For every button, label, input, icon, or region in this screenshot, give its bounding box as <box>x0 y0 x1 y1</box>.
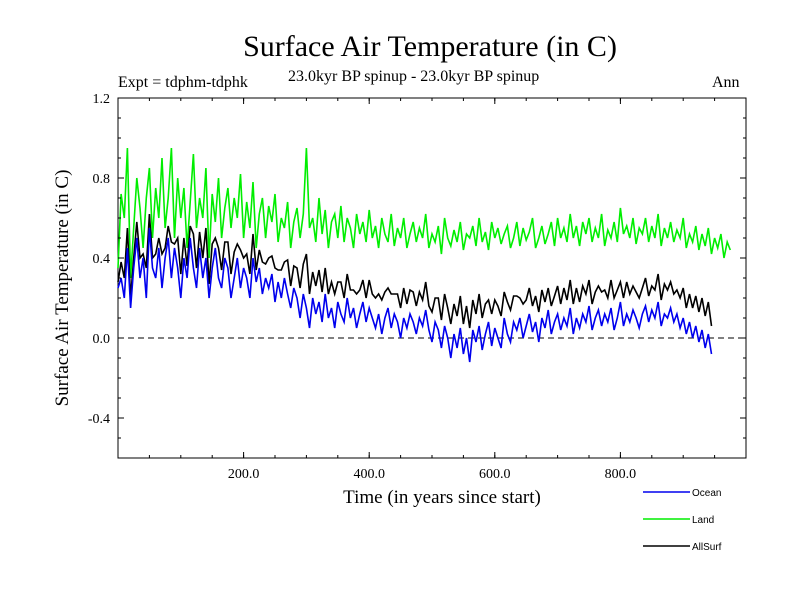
y-tick-label: 0.4 <box>93 252 111 267</box>
series-line-land <box>117 147 732 279</box>
x-axis-label: Time (in years since start) <box>343 487 541 508</box>
experiment-label: Expt = tdphm-tdphk <box>118 74 248 91</box>
y-axis-label: Surface Air Temperature (in C) <box>52 170 73 407</box>
legend-label-ocean: Ocean <box>692 488 721 499</box>
plot-frame <box>117 97 747 459</box>
season-label: Ann <box>712 74 740 91</box>
y-tick-label: -0.4 <box>88 412 110 427</box>
x-tick-label: 400.0 <box>353 467 385 482</box>
comparison-label: 23.0kyr BP spinup - 23.0kyr BP spinup <box>288 68 540 85</box>
series-line-allsurf <box>117 213 713 329</box>
y-tick-label: 0.0 <box>93 332 111 347</box>
x-tick-label: 200.0 <box>228 467 260 482</box>
x-tick-label: 800.0 <box>605 467 637 482</box>
y-tick-label: 1.2 <box>93 92 111 107</box>
chart-title: Surface Air Temperature (in C) <box>243 30 617 63</box>
series-line-ocean <box>117 227 713 363</box>
y-tick-label: 0.8 <box>93 172 111 187</box>
legend-label-land: Land <box>692 515 714 526</box>
x-tick-label: 600.0 <box>479 467 511 482</box>
legend-label-allsurf: AllSurf <box>692 542 722 553</box>
